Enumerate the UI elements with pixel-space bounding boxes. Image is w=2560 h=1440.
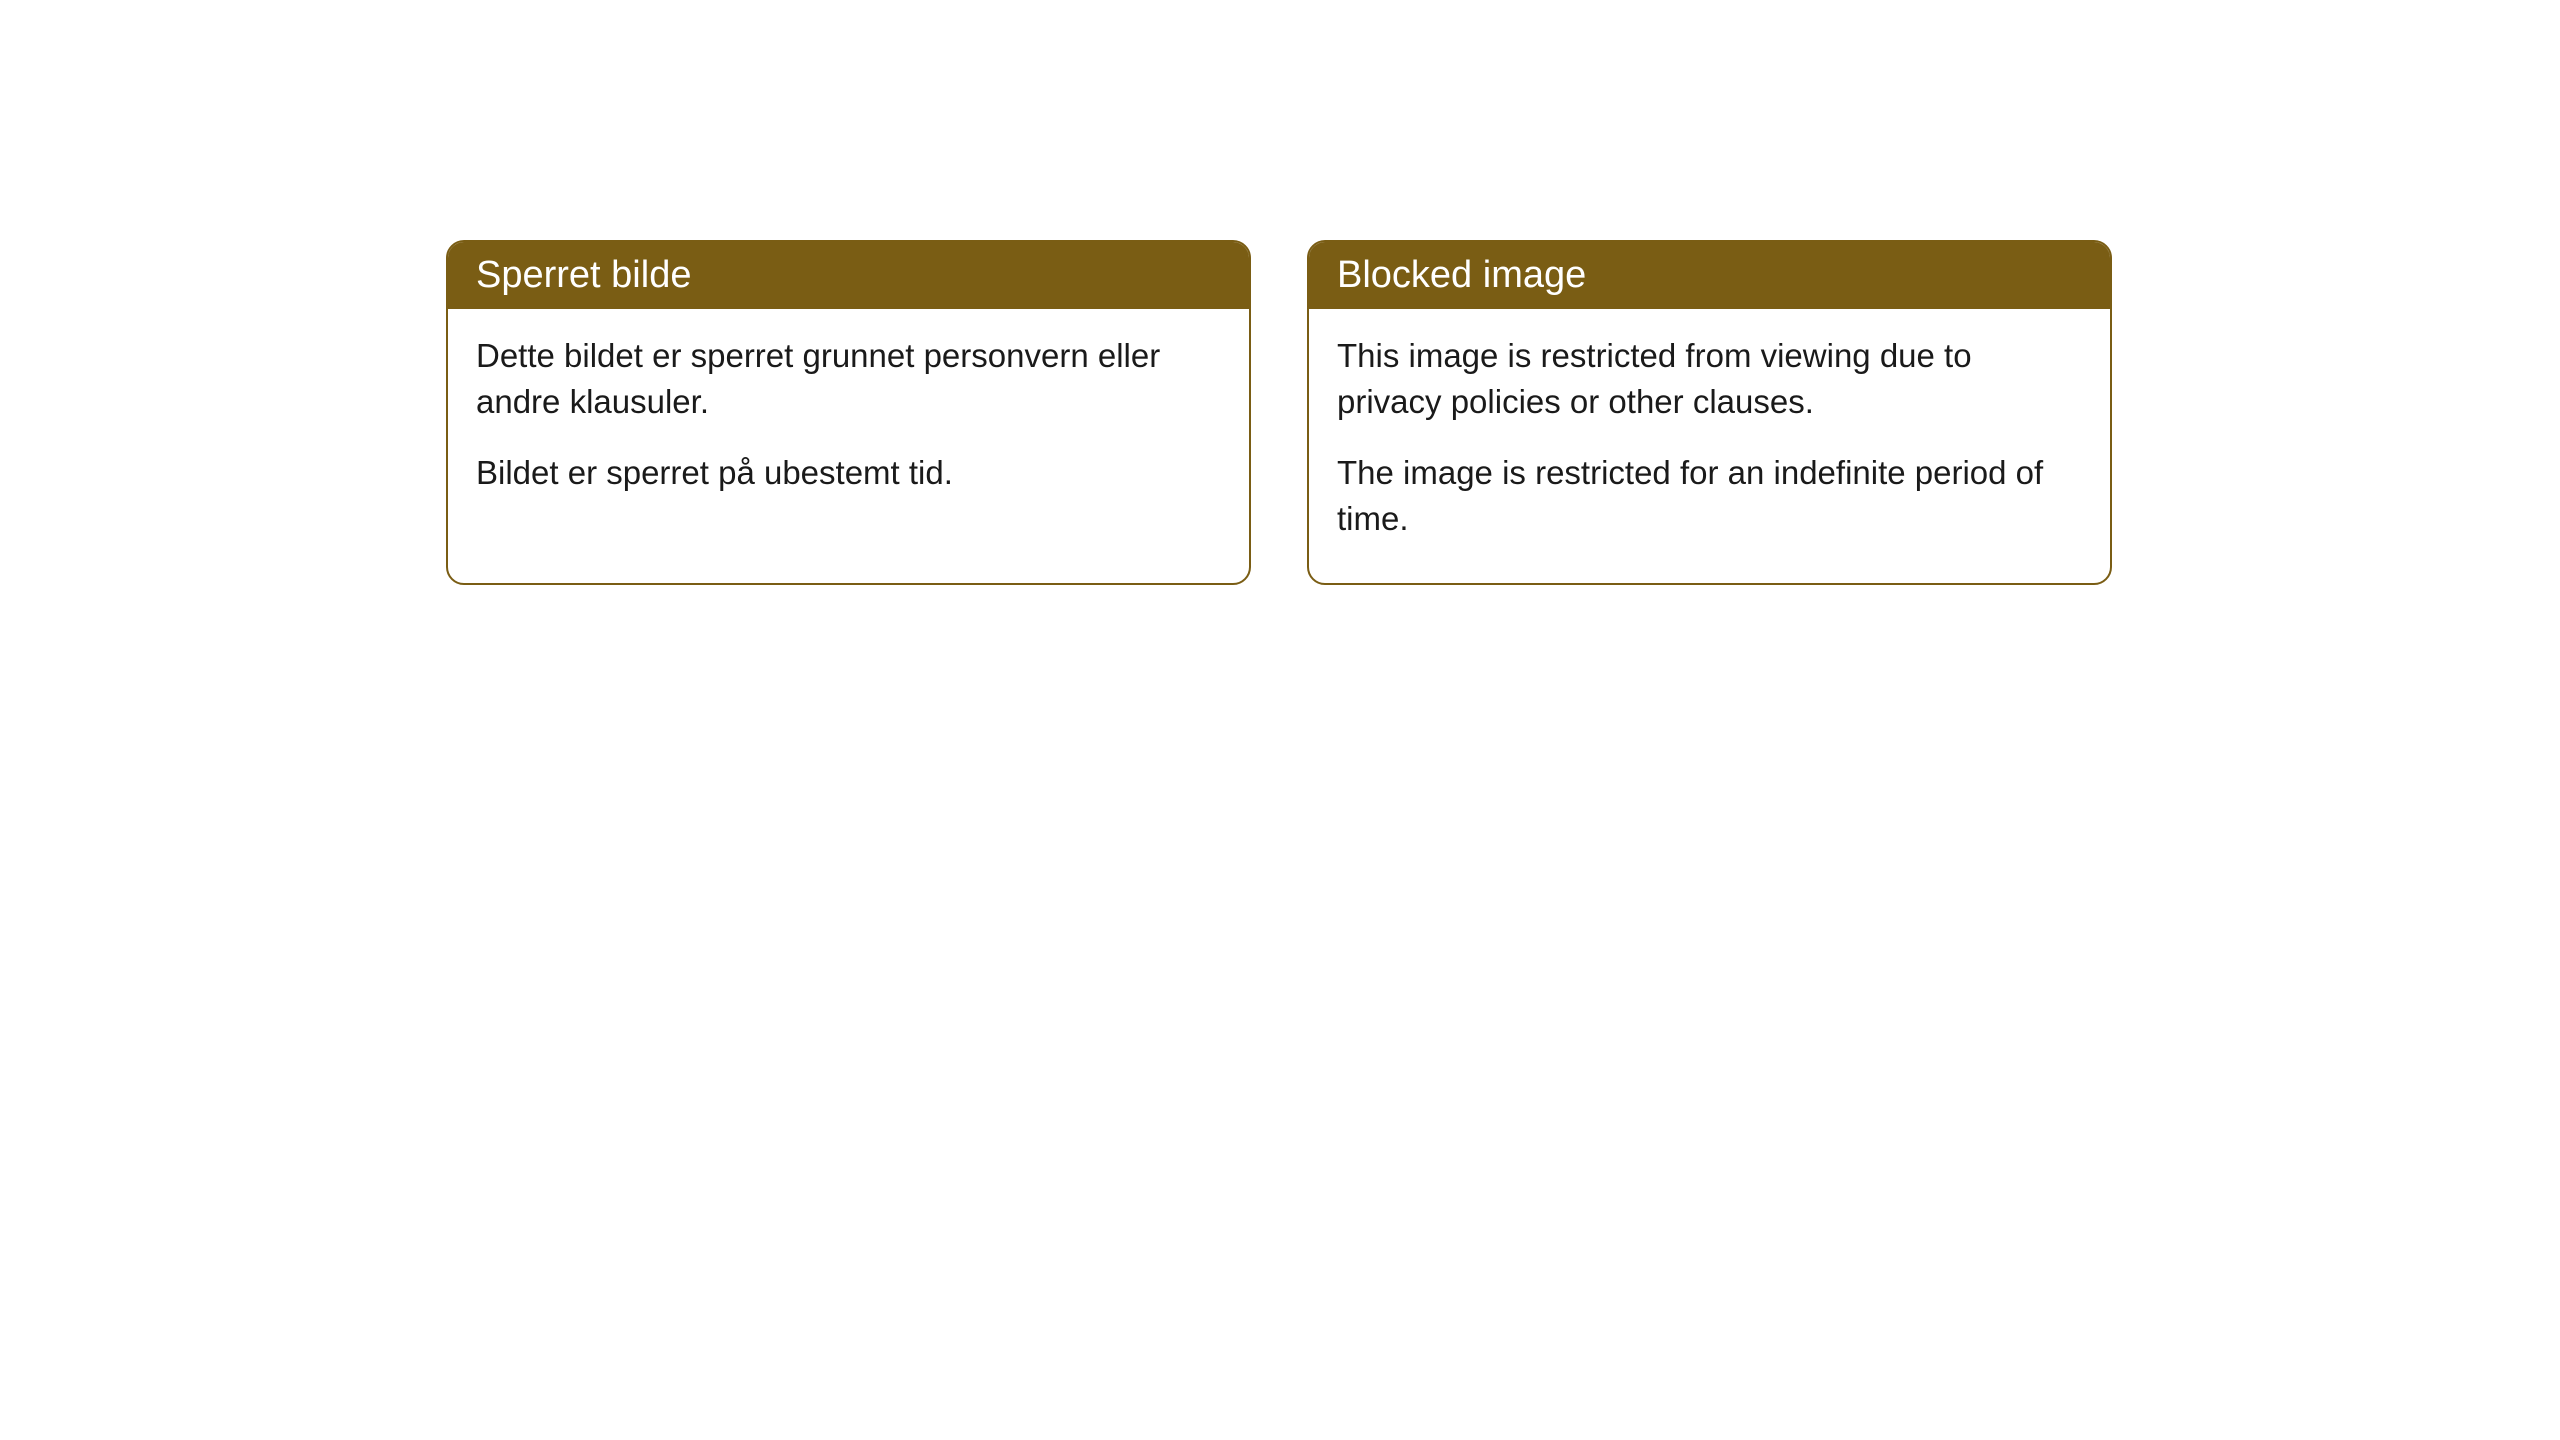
card-paragraph-2: Bildet er sperret på ubestemt tid.	[476, 450, 1221, 496]
card-paragraph-2: The image is restricted for an indefinit…	[1337, 450, 2082, 541]
card-body-norwegian: Dette bildet er sperret grunnet personve…	[448, 309, 1249, 538]
card-body-english: This image is restricted from viewing du…	[1309, 309, 2110, 583]
blocked-image-card-english: Blocked image This image is restricted f…	[1307, 240, 2112, 585]
card-paragraph-1: Dette bildet er sperret grunnet personve…	[476, 333, 1221, 424]
card-paragraph-1: This image is restricted from viewing du…	[1337, 333, 2082, 424]
card-header-english: Blocked image	[1309, 242, 2110, 309]
notice-cards-container: Sperret bilde Dette bildet er sperret gr…	[446, 240, 2112, 585]
blocked-image-card-norwegian: Sperret bilde Dette bildet er sperret gr…	[446, 240, 1251, 585]
card-header-norwegian: Sperret bilde	[448, 242, 1249, 309]
card-title: Sperret bilde	[476, 254, 691, 296]
card-title: Blocked image	[1337, 254, 1586, 296]
